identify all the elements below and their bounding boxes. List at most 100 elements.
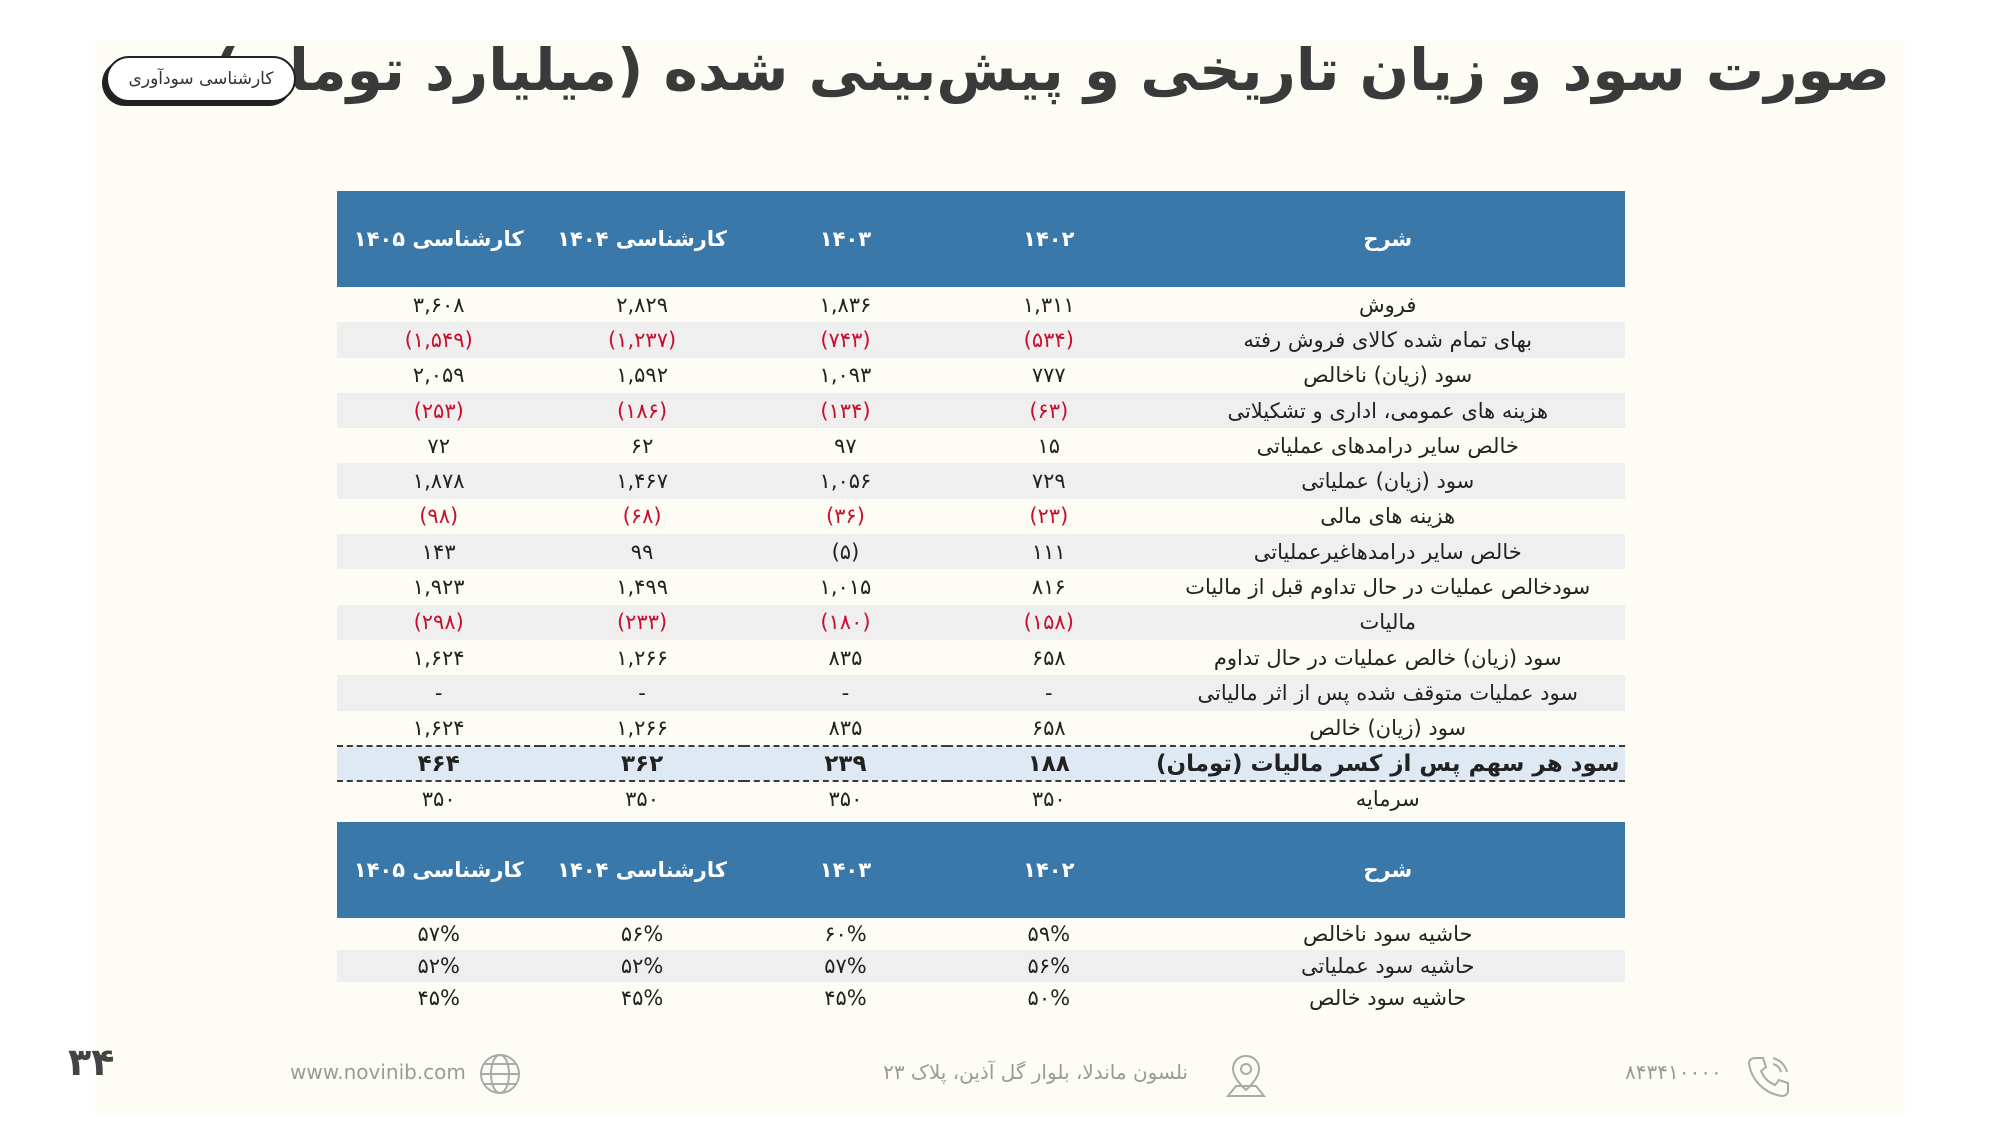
website-link[interactable]: www.novinib.com [290,1060,466,1084]
table-row: فروش ۱,۳۱۱ ۱,۸۳۶ ۲,۸۲۹ ۳,۶۰۸ [337,287,1625,322]
row-label: مالیات [1150,604,1625,640]
row-label: هزینه های عمومی، اداری و تشکیلاتی [1150,392,1625,429]
table-row: حاشیه سود خالص ۵۰% ۴۵% ۴۵% ۴۵% [337,982,1625,1014]
table-cell: ۷۲ [427,433,450,458]
table-cell: (۲۵۳) [337,392,541,429]
table-cell: - [540,675,744,711]
table-cell: ۱,۶۲۴ [412,715,465,740]
row-label: سود (زیان) عملیاتی [1150,463,1625,499]
table-cell: ۳۵۰ [625,787,659,812]
table-cell: ۱,۲۶۶ [616,715,668,740]
table-cell: (۷۴۳) [743,322,948,358]
table-cell: ۴۶۴ [337,744,541,783]
row-label: سود عملیات متوقف شده پس از اثر مالیاتی [1150,675,1625,711]
table-row: خالص سایر درامدهای عملیاتی ۱۵ ۹۷ ۶۲ ۷۲ [337,428,1625,463]
table-cell: (۹۸) [419,504,459,529]
table-cell: (۶۳) [947,392,1151,429]
table-cell: ۱,۰۹۳ [819,363,872,388]
table-cell: ۱,۳۱۱ [1022,292,1075,317]
table-cell: ۱,۵۹۲ [616,363,668,388]
table-cell: ۴۵% [824,986,867,1010]
table-cell: - [743,675,948,711]
location-pin-icon [1225,1054,1267,1097]
column-header-year: ۱۴۰۳ [743,822,948,918]
row-label: سود (زیان) خالص عملیات در حال تداوم [1213,645,1562,670]
table-cell: (۲۳۳) [540,604,744,640]
table-cell: ۸۱۶ [1031,575,1066,600]
table-cell: ۳۵۰ [828,787,863,812]
table-cell: ۷۷۷ [1031,363,1066,388]
row-label: هزینه های مالی [1320,504,1456,529]
row-label: سود (زیان) ناخالص [1303,363,1473,388]
row-label: سودخالص عملیات در حال تداوم قبل از مالیا… [1185,575,1591,600]
table-cell: - [337,675,541,711]
table-cell: ۱,۲۶۶ [616,645,668,670]
table-row: سود (زیان) عملیاتی ۷۲۹ ۱,۰۵۶ ۱,۴۶۷ ۱,۸۷۸ [337,463,1625,499]
column-header-description: شرح [1150,822,1625,918]
column-header-year: کارشناسی ۱۴۰۴ [540,191,744,287]
table-header-row: شرح ۱۴۰۲ ۱۴۰۳ کارشناسی ۱۴۰۴ کارشناسی ۱۴۰۵ [337,822,1625,918]
table-cell: ۱,۰۵۶ [743,463,948,499]
page-title: صورت سود و زیان تاریخی و پیش‌بینی شده (م… [213,36,1890,104]
row-label: خالص سایر درامدهاغیرعملیاتی [1150,534,1625,570]
table-cell: ۲,۰۵۹ [412,363,465,388]
column-header-year: ۱۴۰۲ [947,822,1151,918]
table-cell: ۲,۸۲۹ [616,292,668,317]
table-cell: ۳,۶۰۸ [412,292,465,317]
table-cell: (۵) [743,534,948,570]
table-cell: ۷۲۹ [947,463,1151,499]
table-cell: ۶۲ [630,433,654,458]
table-cell: - [947,675,1151,711]
table-cell: ۵۶% [947,950,1151,982]
table-row: هزینه های عمومی، اداری و تشکیلاتی (۶۳) (۱۳… [337,392,1625,429]
address-text: نلسون ماندلا، بلوار گل آذین، پلاک ۲۳ [883,1060,1188,1084]
table-cell: ۲۳۹ [743,744,948,783]
table-row: سودخالص عملیات در حال تداوم قبل از مالیا… [337,569,1625,604]
table-cell: ۵۲% [337,950,541,982]
table-cell: ۶۵۸ [1031,715,1066,740]
table-cell: ۶۰% [824,922,867,946]
table-cell: (۶۸) [622,504,662,529]
table-row: سود (زیان) خالص عملیات در حال تداوم ۶۵۸ ۸۳… [337,640,1625,675]
table-cell: (۱۸۰) [743,604,948,640]
profit-margin-table: شرح ۱۴۰۲ ۱۴۰۳ کارشناسی ۱۴۰۴ کارشناسی ۱۴۰۵ حا… [337,822,1625,1014]
table-cell: ۱۸۸ [947,744,1151,783]
table-cell: ۱,۴۶۷ [540,463,744,499]
table-cell: (۳۶) [825,504,865,529]
page-number: ۳۴ [68,1040,115,1084]
table-row: حاشیه سود ناخالص ۵۹% ۶۰% ۵۶% ۵۷% [337,918,1625,950]
column-header-year: کارشناسی ۱۴۰۵ [337,822,541,918]
table-row: خالص سایر درامدهاغیرعملیاتی ۱۱۱ (۵) ۹۹ ۱۴۳ [337,534,1625,570]
table-cell: ۹۷ [834,433,857,458]
column-header-year: ۱۴۰۲ [947,191,1151,287]
table-cell: ۳۵۰ [1031,787,1066,812]
table-cell: ۱,۹۲۳ [412,575,465,600]
table-row: سود (زیان) خالص ۶۵۸ ۸۳۵ ۱,۲۶۶ ۱,۶۲۴ [337,711,1625,746]
table-cell: ۳۵۰ [421,787,456,812]
column-header-description: شرح [1150,191,1625,287]
table-cell: ۵۰% [1027,986,1071,1010]
table-row: سود (زیان) ناخالص ۷۷۷ ۱,۰۹۳ ۱,۵۹۲ ۲,۰۵۹ [337,358,1625,393]
table-cell: ۱,۸۳۶ [819,292,872,317]
table-cell: ۱۴۳ [337,534,541,570]
table-row: بهای تمام شده کالای فروش رفته (۵۳۴) (۷۴۳)(… [337,322,1625,358]
table-row: حاشیه سود عملیاتی ۵۶% ۵۷% ۵۲% ۵۲% [337,950,1625,982]
table-cell: ۵۲% [540,950,744,982]
table-cell: ۱۱۱ [947,534,1151,570]
column-header-year: کارشناسی ۱۴۰۵ [337,191,541,287]
section-badge: کارشناسی سودآوری [106,56,296,102]
table-cell: ۵۷% [743,950,948,982]
table-cell: (۱۸۶) [540,392,744,429]
table-cell: ۵۷% [417,922,460,946]
row-label: فروش [1359,292,1417,317]
row-label: سود هر سهم پس از کسر مالیات (تومان) [1150,744,1625,783]
table-row: سرمایه ۳۵۰ ۳۵۰ ۳۵۰ ۳۵۰ [337,781,1625,816]
table-cell: ۴۵% [620,986,664,1010]
row-label: سود (زیان) خالص [1309,715,1467,740]
row-label: حاشیه سود ناخالص [1303,922,1473,946]
income-statement-table: شرح ۱۴۰۲ ۱۴۰۳ کارشناسی ۱۴۰۴ کارشناسی ۱۴۰۵ فر… [337,191,1625,816]
table-header-row: شرح ۱۴۰۲ ۱۴۰۳ کارشناسی ۱۴۰۴ کارشناسی ۱۴۰۵ [337,191,1625,287]
table-cell: ۵۶% [620,922,664,946]
table-cell: ۶۵۸ [1031,645,1066,670]
table-cell: ۹۹ [540,534,744,570]
